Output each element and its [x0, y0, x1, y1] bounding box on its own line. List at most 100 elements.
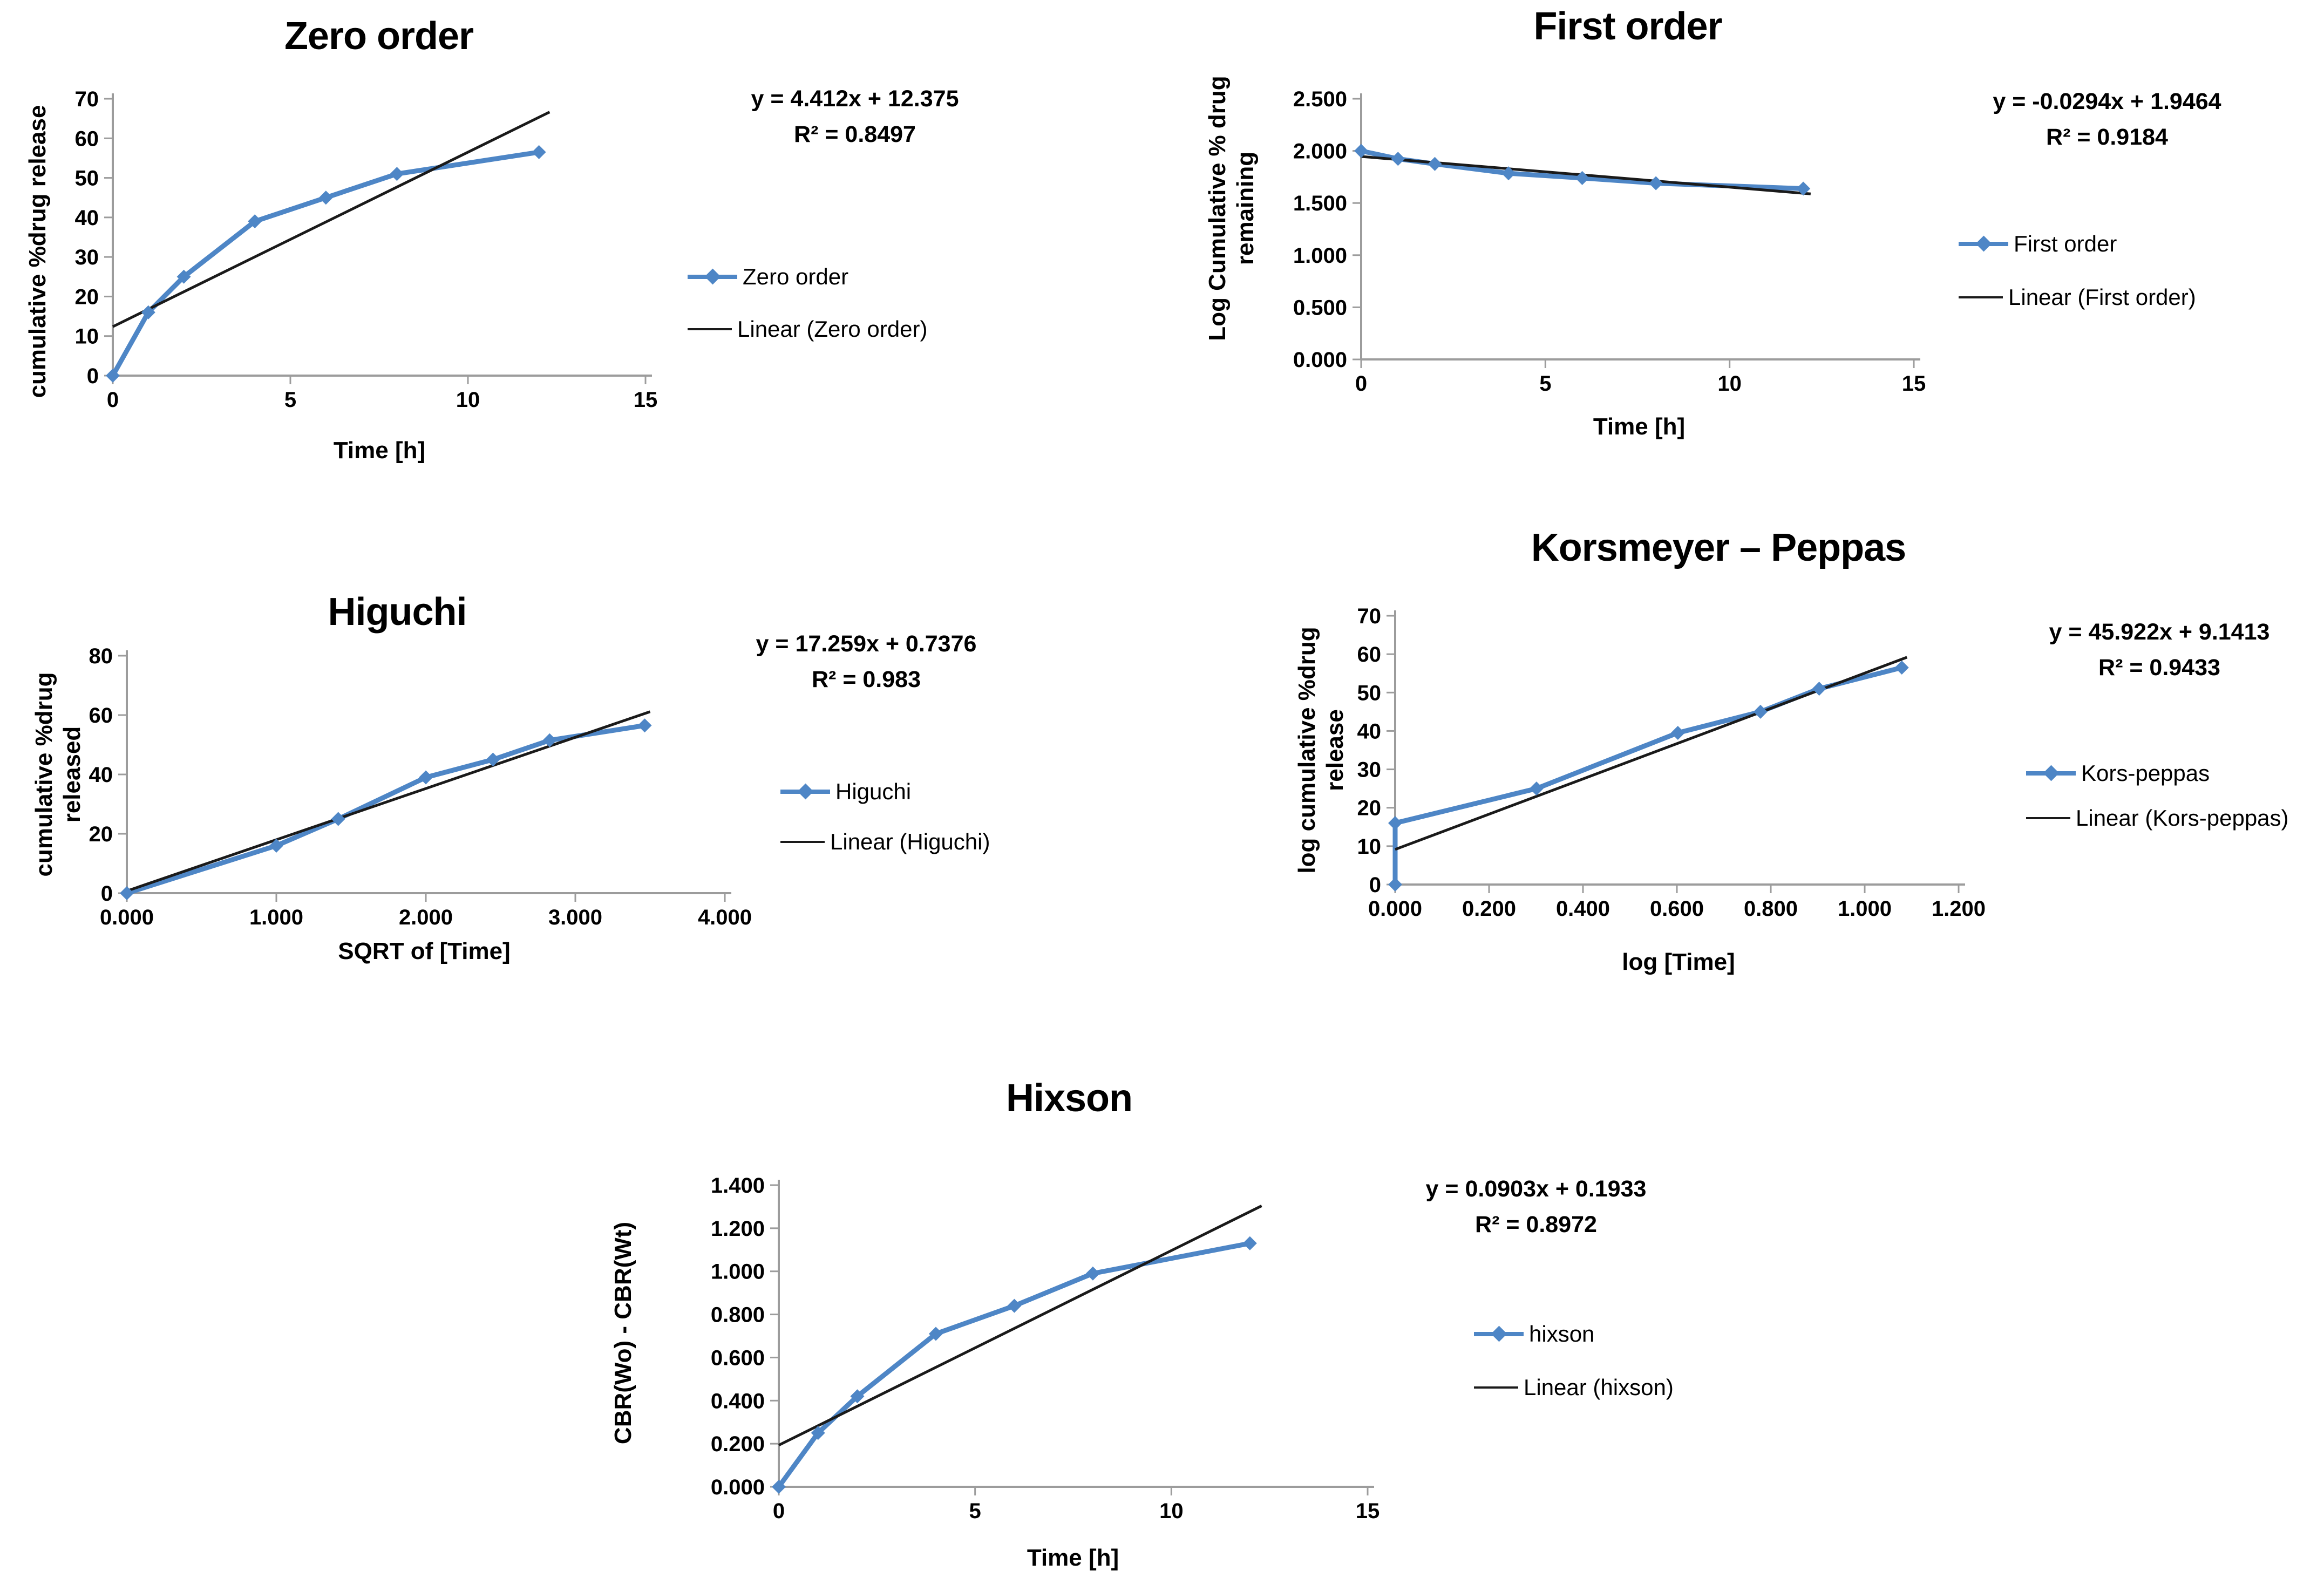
chart-title: Zero order — [284, 15, 474, 58]
y-tick-label: 0.800 — [711, 1303, 765, 1327]
legend-item-series: Higuchi — [780, 779, 911, 805]
x-tick-label: 15 — [634, 388, 658, 412]
y-tick-label: 40 — [89, 763, 113, 787]
series-marker — [1812, 682, 1826, 696]
x-axis-title: Time [h] — [1593, 413, 1686, 440]
legend-item-series: hixson — [1474, 1321, 1594, 1347]
x-tick-label: 0.800 — [1744, 897, 1798, 921]
y-tick-label: 1.200 — [711, 1217, 765, 1241]
y-tick-label: 40 — [1357, 719, 1382, 743]
legend-trend-marker — [1474, 1386, 1518, 1389]
y-tick-label: 60 — [1357, 643, 1382, 667]
series-marker — [419, 770, 433, 785]
y-tick-label: 1.500 — [1293, 192, 1347, 215]
series-line — [776, 1241, 1253, 1490]
chart-title: Higuchi — [328, 590, 467, 634]
series-marker — [1007, 1298, 1022, 1313]
x-tick-label: 5 — [969, 1499, 981, 1523]
legend-item-series: Kors-peppas — [2026, 760, 2210, 786]
y-axis-title-line: cumulative %drug release — [24, 105, 51, 398]
equation-line: y = 4.412x + 12.375 — [751, 86, 959, 112]
series-marker — [120, 886, 134, 900]
r-squared: R² = 0.8972 — [1475, 1212, 1597, 1237]
legend-item-trendline: Linear (hixson) — [1474, 1375, 1674, 1400]
x-tick-label: 0 — [773, 1499, 785, 1523]
y-tick-label: 2.000 — [1293, 140, 1347, 164]
y-axis-title: CBR(Wo) - CBR(Wt) — [607, 1182, 640, 1484]
y-tick-label: 60 — [89, 704, 113, 727]
y-tick-label: 0.600 — [711, 1346, 765, 1370]
plot-area: 0 20 40 60 80 0.000 1.000 2.000 3.000 4.000 — [89, 644, 752, 929]
series-marker — [1501, 166, 1516, 181]
trendline — [112, 111, 551, 328]
x-tick-label: 1.200 — [1932, 897, 1986, 921]
legend-item-trendline: Linear (Zero order) — [688, 316, 927, 342]
series-marker — [248, 214, 262, 229]
trendline — [1361, 155, 1811, 195]
y-tick-label: 30 — [1357, 758, 1382, 782]
series-marker — [390, 167, 404, 181]
diamond-marker-icon — [1975, 235, 1992, 252]
legend-item-trendline: Linear (First order) — [1959, 284, 2196, 310]
y-tick-label: 20 — [75, 285, 99, 309]
plot-area: 0.000 0.200 0.400 0.600 0.800 1.000 1.200 1.400… — [711, 1174, 1380, 1523]
series-marker — [1670, 725, 1685, 740]
series-marker — [1085, 1266, 1100, 1281]
y-tick-label: 10 — [75, 325, 99, 349]
trendline — [1395, 656, 1908, 851]
legend-trend-marker — [780, 841, 825, 843]
series-marker — [176, 269, 191, 284]
series-marker — [542, 733, 557, 747]
trendline-equation: y = 17.259x + 0.7376 R² = 0.983 — [677, 626, 1055, 697]
y-tick-label: 40 — [75, 206, 99, 230]
y-tick-label: 2.500 — [1293, 87, 1347, 111]
x-tick-label: 3.000 — [548, 906, 602, 929]
series-marker — [486, 752, 500, 767]
legend-label: Linear (First order) — [2008, 284, 2196, 310]
diamond-marker-icon — [1491, 1325, 1507, 1342]
series-marker — [106, 369, 120, 383]
legend-item-series: Zero order — [688, 264, 848, 290]
series-line — [1392, 665, 1905, 887]
series-line — [1358, 148, 1806, 192]
trendline-equation: y = 0.0903x + 0.1933 R² = 0.8972 — [1347, 1171, 1725, 1242]
y-tick-label: 70 — [1357, 604, 1382, 628]
legend-series-marker — [780, 783, 830, 800]
x-tick-label: 1.000 — [249, 906, 303, 929]
series-marker — [532, 145, 546, 159]
series-marker — [1354, 144, 1368, 158]
x-tick-label: 0.400 — [1556, 897, 1610, 921]
y-tick-label: 60 — [75, 127, 99, 151]
y-tick-label: 70 — [75, 87, 99, 111]
legend-label: Linear (Higuchi) — [830, 829, 990, 854]
equation-line: y = -0.0294x + 1.9464 — [1993, 89, 2221, 114]
diamond-marker-icon — [797, 783, 814, 800]
y-tick-label: 0 — [101, 882, 113, 906]
r-squared: R² = 0.9184 — [2046, 124, 2168, 150]
series-line — [110, 149, 542, 378]
legend-item-series: First order — [1959, 231, 2117, 257]
y-tick-label: 1.000 — [1293, 244, 1347, 268]
y-tick-label: 80 — [89, 644, 113, 668]
x-tick-label: 10 — [1717, 372, 1742, 396]
equation-line: y = 0.0903x + 0.1933 — [1425, 1176, 1647, 1202]
x-axis-title: Time [h] — [333, 437, 426, 464]
series-marker — [1575, 171, 1589, 185]
plot-area: 0 10 20 30 40 50 60 70 0.000 0.200 0.400 0.600 0.800… — [1357, 604, 1986, 921]
series-marker — [850, 1389, 865, 1404]
y-tick-label: 50 — [75, 167, 99, 191]
series-marker — [928, 1327, 943, 1341]
r-squared: R² = 0.9433 — [2098, 655, 2220, 681]
r-squared: R² = 0.8497 — [794, 121, 916, 147]
trendline-equation: y = 45.922x + 9.1413 R² = 0.9433 — [1970, 614, 2324, 685]
equation-line: y = 45.922x + 9.1413 — [2049, 619, 2270, 645]
series-marker — [1796, 181, 1811, 196]
y-tick-label: 0.400 — [711, 1389, 765, 1413]
legend-trend-marker — [1959, 296, 2003, 298]
x-tick-label: 0 — [107, 388, 119, 412]
